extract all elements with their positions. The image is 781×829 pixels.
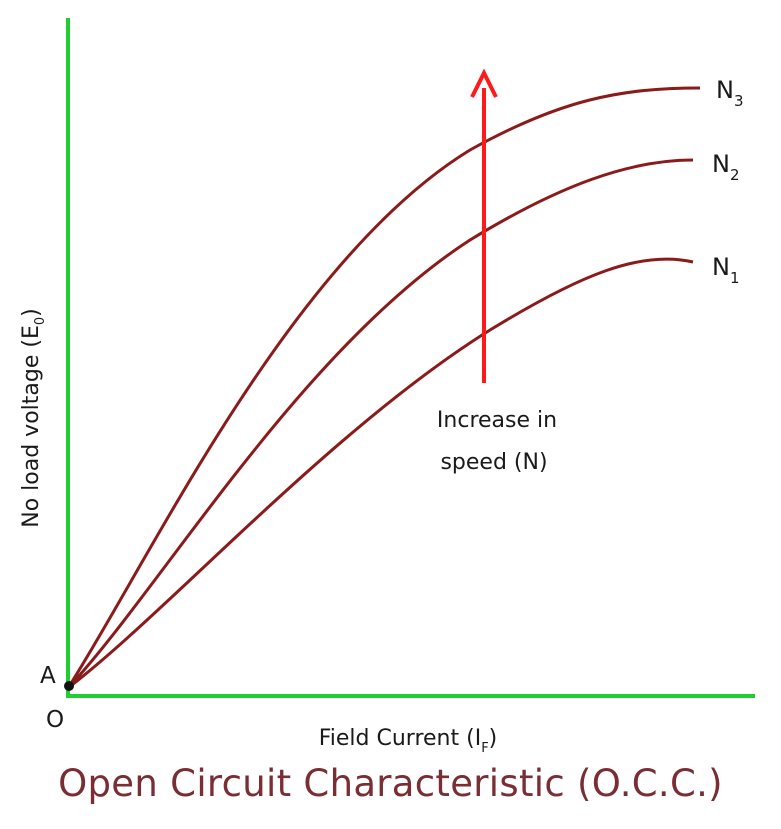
point-a-label: A	[40, 663, 56, 689]
x-axis-label: Field Current (IF)	[319, 726, 498, 756]
annotation-line-2: speed (N)	[440, 450, 547, 475]
curve-n3	[66, 86, 701, 689]
curve-n1	[67, 257, 694, 690]
curve-label-n2: N2	[712, 150, 740, 184]
curve-label-n3: N3	[716, 76, 744, 110]
curve-label-n1: N1	[712, 253, 740, 287]
y-axis-label: No load voltage (E0)	[19, 308, 48, 527]
diagram-title: Open Circuit Characteristic (O.C.C.)	[58, 762, 723, 805]
origin-label: O	[46, 707, 64, 733]
annotation-line-1: Increase in	[437, 408, 557, 433]
point-a-dot	[64, 681, 74, 691]
curve-n2	[66, 158, 694, 690]
speed-arrow-head	[470, 68, 498, 98]
